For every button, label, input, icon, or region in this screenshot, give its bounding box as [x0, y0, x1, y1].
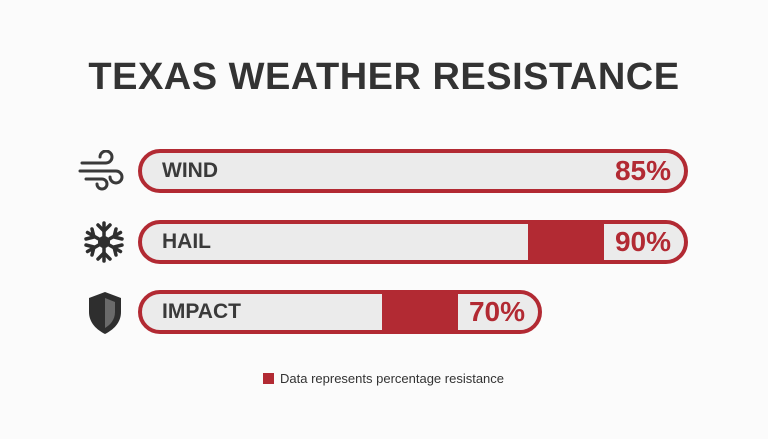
shield-icon: [89, 292, 121, 334]
bar-fill-hail: [528, 224, 606, 260]
legend-swatch: [263, 373, 274, 384]
bar-value-wind: 85%: [604, 153, 682, 189]
legend-label: Data represents percentage resistance: [280, 371, 505, 386]
bar-fill-impact: [382, 294, 460, 330]
bar-label-hail: HAIL: [162, 230, 211, 253]
chart-title: TEXAS WEATHER RESISTANCE: [88, 56, 680, 98]
bar-label-wind: WIND: [162, 159, 218, 182]
bar-value-impact: 70%: [458, 294, 536, 330]
legend: Data represents percentage resistance: [263, 371, 504, 386]
bar-hail: HAIL 90%: [138, 220, 688, 264]
snowflake-icon: [84, 221, 124, 263]
bar-impact: IMPACT 70%: [138, 290, 542, 334]
wind-icon: [78, 150, 124, 191]
bar-label-impact: IMPACT: [162, 300, 241, 323]
bar-value-hail: 90%: [604, 224, 682, 260]
bar-wind: WIND 85%: [138, 149, 688, 193]
